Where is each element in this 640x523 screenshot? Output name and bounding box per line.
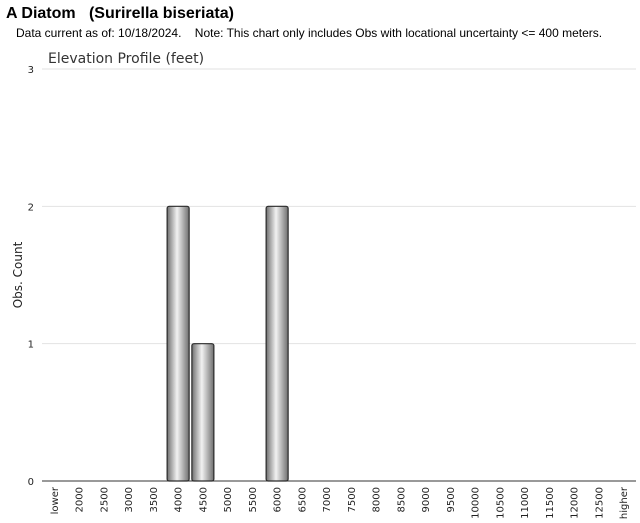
x-tick-label: 11000 <box>520 487 531 519</box>
x-tick-label: 7500 <box>347 487 358 512</box>
x-tick-label: 2500 <box>99 487 110 512</box>
x-tick-label: 3000 <box>124 487 135 512</box>
y-tick-label: 0 <box>28 477 34 488</box>
x-tick-label: 5000 <box>223 487 234 512</box>
x-tick-label: 5500 <box>248 487 259 512</box>
bar <box>191 343 215 482</box>
x-tick-label: 12500 <box>594 487 605 519</box>
chart-header-note: Data current as of: 10/18/2024. Note: Th… <box>16 26 603 40</box>
chart-title: Elevation Profile (feet) <box>48 51 204 67</box>
y-tick-label: 2 <box>28 202 34 213</box>
x-tick-label: 4000 <box>174 487 185 512</box>
x-tick-label: 8500 <box>396 487 407 512</box>
x-tick-label: 6000 <box>273 487 284 512</box>
x-tick-label: 2000 <box>75 487 86 512</box>
x-tick-label: 6500 <box>297 487 308 512</box>
x-tick-label: 7000 <box>322 487 333 512</box>
y-axis-label: Obs. Count <box>11 241 25 308</box>
x-tick-label: 11500 <box>545 487 556 519</box>
x-tick-label: lower <box>50 486 61 514</box>
x-tick-label: 9000 <box>421 487 432 512</box>
x-tick-label: 4500 <box>198 487 209 512</box>
y-tick-label: 3 <box>28 65 34 76</box>
x-tick-label: 10500 <box>495 487 506 519</box>
x-tick-label: 3500 <box>149 487 160 512</box>
x-tick-label: 9500 <box>446 487 457 512</box>
x-tick-label: 10000 <box>471 487 482 519</box>
x-tick-label: higher <box>619 486 630 519</box>
chart-header-title: A Diatom (Surirella biseriata) <box>6 5 234 22</box>
bar <box>166 205 190 482</box>
x-tick-label: 8000 <box>372 487 383 512</box>
x-tick-label: 12000 <box>570 487 581 519</box>
bar <box>265 205 289 482</box>
y-tick-label: 1 <box>28 340 34 351</box>
